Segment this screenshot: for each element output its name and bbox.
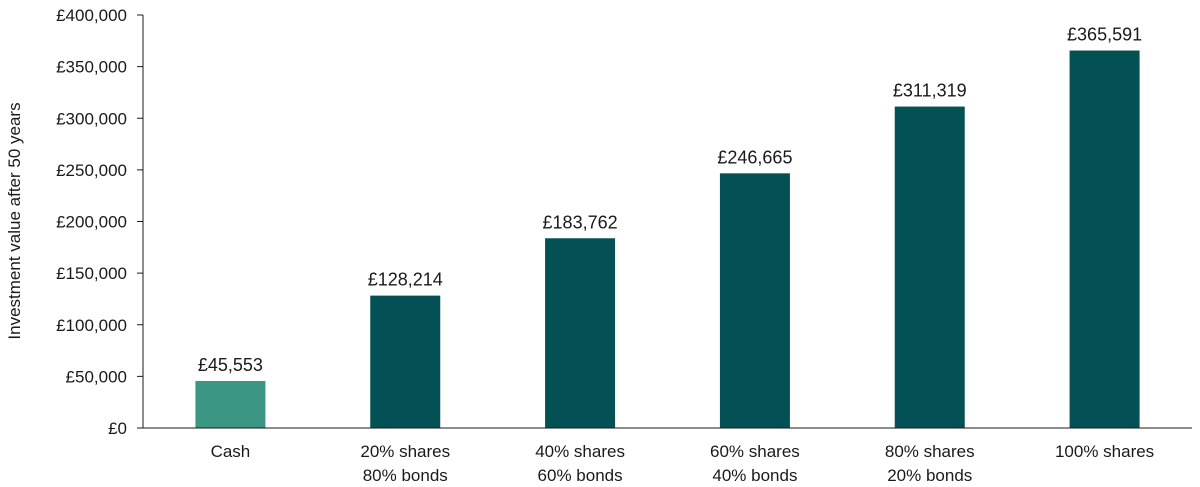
bar-value-label: £183,762 (543, 212, 618, 232)
y-tick-label: £200,000 (56, 213, 127, 232)
y-tick-label: £350,000 (56, 58, 127, 77)
bar (195, 380, 266, 428)
bar (370, 295, 441, 428)
bar (545, 238, 616, 428)
x-category-label: 80% bonds (363, 466, 448, 485)
y-tick-label: £300,000 (56, 109, 127, 128)
y-axis-ticks: £0 £50,000 £100,000 £150,000 £200,000 £250,00… (56, 6, 143, 438)
x-category-label: 100% shares (1055, 442, 1154, 461)
bar (1069, 50, 1140, 429)
bar-value-label: £365,591 (1067, 25, 1142, 45)
x-category-label: 80% shares (885, 442, 975, 461)
x-axis-labels: Cash 20% shares 80% bonds 40% shares 60% bon… (211, 442, 1155, 485)
y-tick-label: £400,000 (56, 6, 127, 25)
x-category-label: 20% bonds (887, 466, 972, 485)
bar-value-label: £246,665 (717, 147, 792, 167)
x-category-label: 60% shares (710, 442, 800, 461)
y-axis-title: Investment value after 50 years (5, 102, 24, 339)
x-category-label: 20% shares (360, 442, 450, 461)
bar (719, 173, 790, 428)
bar-value-label: £311,319 (893, 81, 967, 101)
x-category-label: 40% shares (535, 442, 625, 461)
bar-value-label: £45,553 (198, 355, 263, 375)
y-tick-label: £150,000 (56, 264, 127, 283)
data-labels: £45,553 £128,214 £183,762 £246,665 £311,319 £… (198, 25, 1142, 375)
x-category-label: Cash (211, 442, 251, 461)
bars (195, 50, 1140, 429)
bar (894, 106, 965, 428)
y-tick-label: £50,000 (66, 367, 127, 386)
y-tick-label: £100,000 (56, 316, 127, 335)
x-category-label: 60% bonds (538, 466, 623, 485)
x-category-label: 40% bonds (712, 466, 797, 485)
y-tick-label: £0 (108, 419, 127, 438)
y-tick-label: £250,000 (56, 161, 127, 180)
bar-value-label: £128,214 (368, 270, 443, 290)
